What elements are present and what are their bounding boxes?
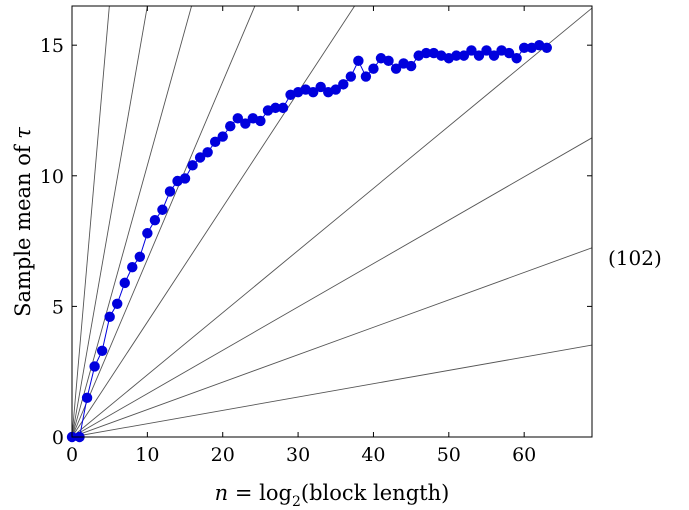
data-point: [112, 298, 123, 309]
reference-line-2: [72, 6, 148, 437]
data-point: [89, 361, 100, 372]
data-point: [96, 345, 108, 356]
x-tick-label: 10: [135, 444, 159, 466]
y-title-var: τ: [11, 127, 35, 139]
y-title-text: Sample mean of: [11, 139, 35, 317]
reference-line-5: [72, 6, 356, 437]
data-point: [458, 50, 470, 61]
data-point: [202, 147, 213, 158]
data-point: [503, 47, 515, 59]
data-point: [164, 186, 176, 197]
data-point: [390, 63, 402, 74]
data-point: [277, 102, 289, 114]
data-point: [488, 50, 500, 61]
x-axis: 0 10 20 30 40 50 60: [66, 6, 536, 466]
y-tick-label: 5: [52, 296, 64, 318]
y-tick-label: 10: [40, 166, 64, 188]
data-point: [315, 81, 326, 93]
x-title-var: n: [215, 481, 229, 505]
data-point: [240, 118, 251, 129]
y-axis: 0 5 10 15: [40, 35, 592, 449]
data-point: [194, 152, 206, 163]
x-tick-label: 60: [512, 444, 536, 466]
y-tick-label: 0: [52, 427, 64, 449]
data-point: [466, 45, 477, 56]
x-tick-label: 0: [66, 444, 78, 466]
x-title-sub: 2: [292, 494, 301, 510]
data-point: [518, 42, 530, 53]
data-point: [451, 50, 462, 61]
data-point: [187, 160, 198, 171]
data-point: [368, 63, 379, 74]
equation-number: (102): [608, 246, 662, 270]
data-point: [142, 228, 153, 239]
data-point: [405, 60, 417, 72]
reference-line-6: [72, 7, 592, 437]
data-point: [360, 71, 372, 82]
data-point: [473, 50, 485, 61]
reference-line-7: [72, 137, 592, 437]
data-point: [179, 173, 191, 184]
data-point: [421, 47, 432, 59]
data-point: [345, 71, 357, 82]
reference-line-4: [72, 6, 256, 437]
reference-line-8: [72, 247, 592, 437]
data-point: [353, 55, 364, 67]
y-tick-label: 15: [40, 35, 64, 57]
x-tick-label: 20: [211, 444, 235, 466]
data-point: [134, 251, 146, 262]
reference-line-1: [72, 6, 110, 437]
data-point: [217, 131, 228, 142]
data-point: [225, 120, 236, 132]
data-point: [127, 262, 138, 273]
data-point: [541, 42, 552, 53]
data-point: [255, 115, 266, 127]
data-point: [104, 311, 115, 323]
x-title-eq: = log: [228, 481, 292, 505]
data-point: [383, 55, 394, 67]
data-point: [338, 79, 349, 90]
x-tick-label: 40: [361, 444, 385, 466]
data-point: [330, 84, 341, 95]
data-point: [270, 102, 281, 114]
plot-frame: [71, 5, 593, 438]
data-point: [209, 136, 221, 148]
x-tick-label: 30: [286, 444, 310, 466]
series-points-group: [66, 39, 552, 443]
reference-line-9: [72, 344, 592, 437]
x-title-rest: (block length): [301, 481, 449, 505]
data-point: [149, 214, 161, 226]
x-axis-title: n = log2(block length): [215, 481, 450, 510]
x-tick-label: 50: [437, 444, 461, 466]
data-point: [119, 277, 130, 289]
data-point: [511, 53, 522, 64]
data-point: [157, 204, 168, 215]
data-point: [232, 113, 243, 124]
data-point: [481, 45, 492, 56]
data-point: [81, 392, 93, 404]
data-point: [307, 87, 319, 98]
y-axis-title: Sample mean of τ: [11, 127, 35, 317]
